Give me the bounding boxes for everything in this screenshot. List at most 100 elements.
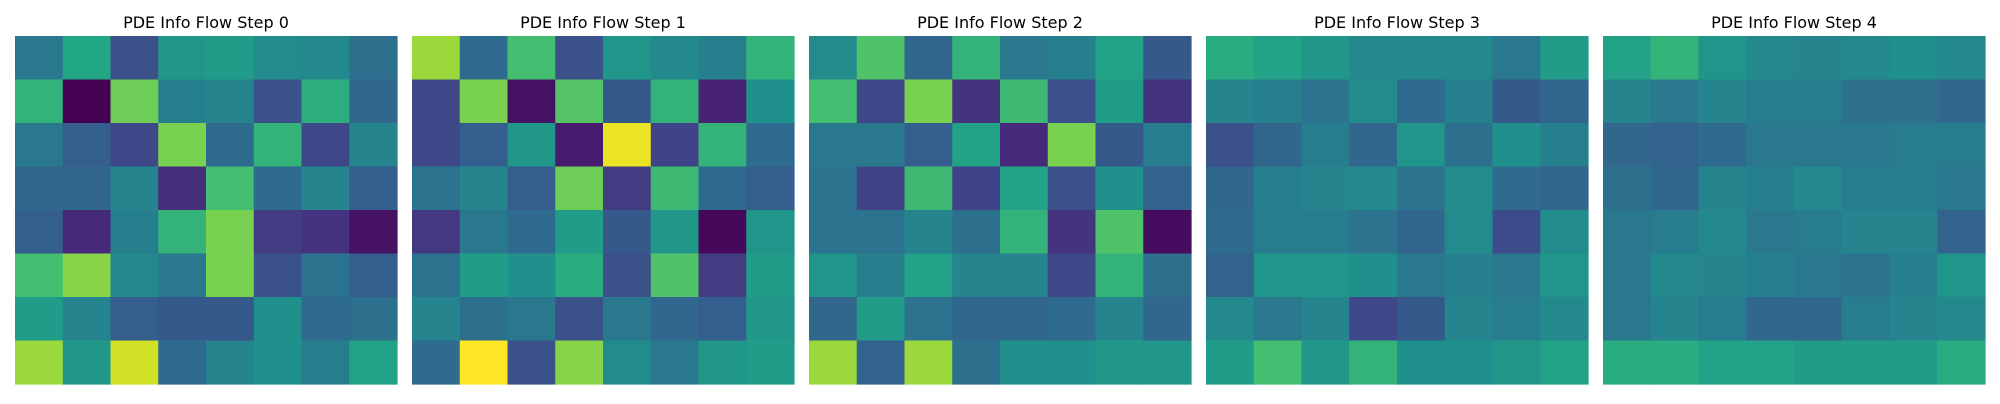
heatmap-cell-3-6-5: [1445, 297, 1493, 341]
heatmap-cell-4-0-5: [1842, 36, 1890, 80]
heatmap-cell-1-2-0: [412, 123, 460, 167]
heatmap-cell-3-6-0: [1206, 297, 1254, 341]
heatmap-cell-0-7-0: [15, 341, 63, 385]
heatmap-cell-1-3-0: [412, 167, 460, 211]
heatmap-cell-3-0-7: [1540, 36, 1588, 80]
heatmap-cell-2-1-3: [952, 80, 1000, 124]
chart-title-4: PDE Info Flow Step 4: [1711, 13, 1877, 32]
heatmap-cell-1-7-6: [699, 341, 747, 385]
heatmap-cell-2-0-4: [1000, 36, 1048, 80]
heatmap-cell-3-0-5: [1445, 36, 1493, 80]
heatmap-cell-1-5-3: [555, 254, 603, 298]
heatmap-cell-4-6-1: [1651, 297, 1699, 341]
heatmap-cell-0-4-0: [15, 210, 63, 254]
heatmap-cell-0-3-5: [254, 167, 302, 211]
heatmap-cell-3-6-6: [1493, 297, 1541, 341]
heatmap-cell-4-0-6: [1890, 36, 1938, 80]
heatmap-cell-1-1-0: [412, 80, 460, 124]
heatmap-cell-4-5-7: [1937, 254, 1985, 298]
heatmap-cell-2-1-2: [905, 80, 953, 124]
heatmap-cell-3-5-3: [1349, 254, 1397, 298]
heatmap-cell-2-7-3: [952, 341, 1000, 385]
heatmap-cell-0-5-5: [254, 254, 302, 298]
heatmap-cell-0-5-4: [206, 254, 254, 298]
heatmap-cell-0-7-4: [206, 341, 254, 385]
heatmap-cell-0-0-7: [349, 36, 397, 80]
heatmap-cell-1-3-4: [603, 167, 651, 211]
heatmap-cell-2-0-0: [809, 36, 857, 80]
heatmap-cell-3-4-1: [1254, 210, 1302, 254]
heatmap-cell-3-2-6: [1493, 123, 1541, 167]
heatmap-cell-3-2-2: [1302, 123, 1350, 167]
heatmap-cell-2-5-7: [1143, 254, 1191, 298]
heatmap-cell-1-6-6: [699, 297, 747, 341]
heatmap-cell-0-3-6: [302, 167, 350, 211]
heatmap-cell-4-3-0: [1603, 167, 1651, 211]
heatmap-cell-1-0-4: [603, 36, 651, 80]
heatmap-cell-4-7-3: [1746, 341, 1794, 385]
heatmap-cell-3-5-0: [1206, 254, 1254, 298]
heatmap-cell-4-1-1: [1651, 80, 1699, 124]
heatmap-cell-3-1-6: [1493, 80, 1541, 124]
heatmap-cell-3-0-4: [1397, 36, 1445, 80]
heatmap-cell-1-3-1: [460, 167, 508, 211]
heatmap-cell-3-7-3: [1349, 341, 1397, 385]
heatmap-cell-0-0-2: [111, 36, 159, 80]
heatmap-cell-4-6-3: [1746, 297, 1794, 341]
heatmap-cell-4-0-2: [1699, 36, 1747, 80]
heatmap-cell-1-4-3: [555, 210, 603, 254]
heatmap-cell-0-3-0: [15, 167, 63, 211]
heatmap-cell-2-7-6: [1096, 341, 1144, 385]
heatmap-cell-2-7-1: [857, 341, 905, 385]
heatmap-cell-1-7-0: [412, 341, 460, 385]
heatmap-cell-3-6-7: [1540, 297, 1588, 341]
heatmap-cell-3-4-4: [1397, 210, 1445, 254]
heatmap-cell-2-7-2: [905, 341, 953, 385]
chart-title-3: PDE Info Flow Step 3: [1314, 13, 1480, 32]
heatmap-cell-1-1-7: [746, 80, 794, 124]
heatmap-cell-4-5-6: [1890, 254, 1938, 298]
heatmap-cell-4-1-7: [1937, 80, 1985, 124]
heatmap-cell-0-7-7: [349, 341, 397, 385]
heatmap-cell-3-6-2: [1302, 297, 1350, 341]
heatmap-cell-0-3-3: [158, 167, 206, 211]
heatmap-cell-4-4-7: [1937, 210, 1985, 254]
heatmap-cell-3-4-6: [1493, 210, 1541, 254]
heatmap-cell-2-4-5: [1048, 210, 1096, 254]
heatmap-cell-3-2-3: [1349, 123, 1397, 167]
heatmap-panel-3: PDE Info Flow Step 3: [1206, 13, 1589, 385]
heatmap-cell-1-7-3: [555, 341, 603, 385]
heatmap-cell-0-6-3: [158, 297, 206, 341]
heatmap-cell-2-5-1: [857, 254, 905, 298]
heatmap-panel-4: PDE Info Flow Step 4: [1603, 13, 1986, 385]
heatmap-cell-3-3-2: [1302, 167, 1350, 211]
heatmap-cell-1-3-7: [746, 167, 794, 211]
heatmap-cell-4-1-0: [1603, 80, 1651, 124]
heatmap-cell-3-7-1: [1254, 341, 1302, 385]
heatmap-cell-1-2-4: [603, 123, 651, 167]
heatmap-cell-1-2-1: [460, 123, 508, 167]
heatmap-cell-2-2-6: [1096, 123, 1144, 167]
heatmap-cell-1-6-1: [460, 297, 508, 341]
heatmap-cell-3-2-4: [1397, 123, 1445, 167]
heatmap-cell-0-2-0: [15, 123, 63, 167]
heatmap-cell-2-2-0: [809, 123, 857, 167]
heatmap-cell-4-7-1: [1651, 341, 1699, 385]
heatmap-panel-2: PDE Info Flow Step 2: [809, 13, 1192, 385]
heatmap-cell-1-1-1: [460, 80, 508, 124]
heatmap-cell-1-4-5: [651, 210, 699, 254]
heatmap-cell-3-2-0: [1206, 123, 1254, 167]
heatmap-cell-0-1-5: [254, 80, 302, 124]
heatmap-cell-0-2-3: [158, 123, 206, 167]
heatmap-cell-2-5-3: [952, 254, 1000, 298]
heatmap-cell-2-6-4: [1000, 297, 1048, 341]
heatmap-cell-2-3-1: [857, 167, 905, 211]
heatmap-cell-4-1-5: [1842, 80, 1890, 124]
heatmap-cell-3-3-4: [1397, 167, 1445, 211]
heatmap-cell-1-2-7: [746, 123, 794, 167]
heatmap-cell-1-0-0: [412, 36, 460, 80]
heatmap-cell-2-3-3: [952, 167, 1000, 211]
heatmap-cell-1-2-6: [699, 123, 747, 167]
heatmap-cell-2-1-1: [857, 80, 905, 124]
